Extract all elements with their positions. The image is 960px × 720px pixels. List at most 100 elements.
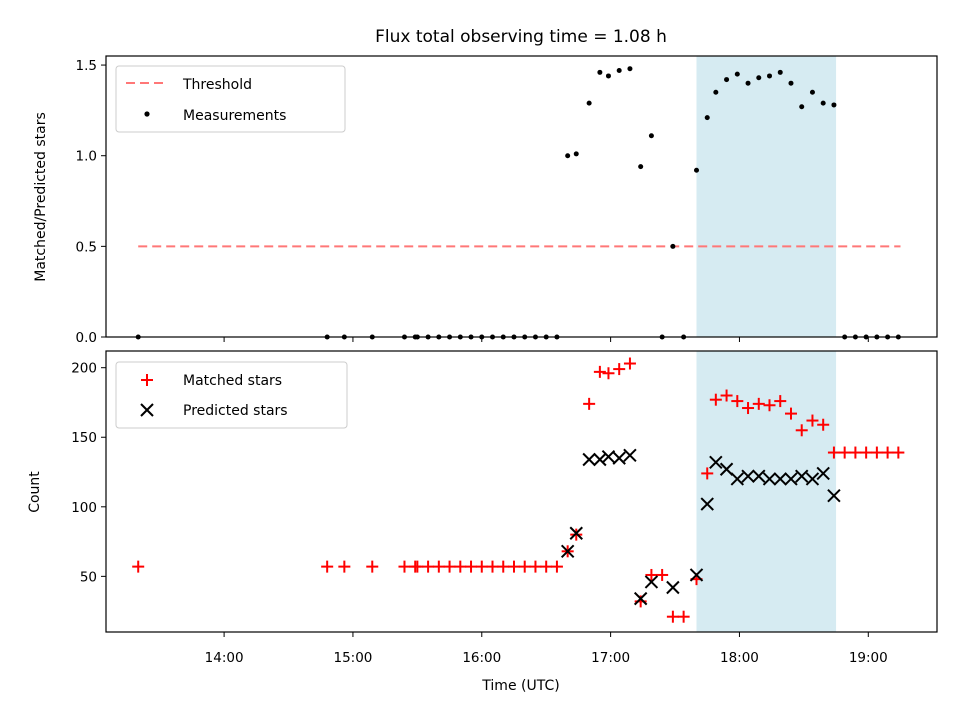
predicted-star-point [623,448,637,463]
matched-star-point [784,407,797,420]
measurement-point [809,89,815,95]
matched-star-point [623,357,636,370]
x-tick-label: 19:00 [849,650,888,666]
matched-star-point [881,446,894,459]
predicted-star-point [633,591,648,606]
top-legend-box [115,65,346,133]
matched-star-point [731,395,744,408]
legend-threshold-label: Threshold [182,77,252,93]
predicted-stars-series [560,448,841,606]
predicted-star-point [773,472,787,486]
highlight-span-bottom [696,351,837,632]
y-tick-label: 0.0 [76,330,97,346]
x-tick-label: 18:00 [720,650,759,666]
predicted-star-point [784,472,798,486]
legend-measurements-label: Measurements [183,108,286,124]
matched-star-point [838,446,851,459]
matched-star-point [486,560,499,573]
measurement-point [670,243,676,249]
matched-stars-series [132,357,905,623]
top-y-axis-label: Matched/Predicted stars [33,112,49,282]
matched-star-point [338,560,351,573]
matched-star-point [806,414,819,427]
bottom-x-ticks: 14:00 15:00 16:00 17:00 18:00 19:00 [205,632,888,666]
matched-star-point [602,367,615,380]
measurement-point [638,164,644,170]
predicted-star-point [816,466,830,481]
matched-star-point [443,560,456,573]
y-tick-label: 150 [71,430,97,446]
legend-matched-swatch [141,374,153,386]
matched-star-point [752,397,765,410]
top-legend: Threshold Measurements [115,65,346,133]
x-tick-label: 17:00 [591,650,630,666]
matched-star-point [666,610,679,623]
measurement-point [648,133,654,139]
y-tick-label: 0.5 [76,239,97,255]
matched-star-point [321,560,334,573]
chart-title: Flux total observing time = 1.08 h [375,27,667,47]
matched-star-point [613,363,626,376]
matched-star-point [763,399,776,412]
matched-star-point [677,610,690,623]
measurement-point [788,80,794,86]
matched-star-point [550,560,563,573]
legend-predicted-label: Predicted stars [183,403,288,419]
matched-star-point [475,560,488,573]
matched-star-point [583,397,596,410]
x-tick-label: 16:00 [462,650,501,666]
matched-star-point [422,560,435,573]
matched-star-point [742,402,755,415]
measurement-point [713,89,719,95]
matched-star-point [398,560,411,573]
y-tick-label: 100 [71,500,97,516]
predicted-star-point [827,488,841,503]
predicted-star-point [560,544,575,559]
measurement-point [573,151,579,157]
matched-star-point [860,446,873,459]
predicted-star-point [644,575,659,589]
matched-star-point [593,365,606,378]
bottom-axes-frame [105,350,938,633]
measurement-point [756,75,762,81]
predicted-star-point [666,580,680,595]
matched-star-point [497,560,510,573]
bottom-panel: 50 100 150 200 14:00 15:00 16:00 17:00 18:00 19:… [27,350,938,694]
predicted-star-point [700,497,714,511]
predicted-star-point [730,472,745,486]
predicted-star-point [741,469,755,483]
matched-star-point [827,446,840,459]
matched-star-point [366,560,379,573]
legend-measurements-swatch [144,111,150,117]
measurement-point [745,80,751,86]
matched-star-point [892,446,905,459]
measurement-point [777,69,783,75]
y-tick-label: 1.0 [76,149,97,165]
predicted-star-point [582,452,596,467]
matched-star-point [870,446,883,459]
measurement-point [616,68,622,74]
top-x-ticks [223,337,869,342]
predicted-star-point [569,526,583,540]
matched-star-point [432,560,445,573]
predicted-star-point [709,455,723,469]
predicted-star-point [762,472,777,486]
predicted-star-point [805,472,820,486]
predicted-star-point [752,469,766,483]
measurement-point [734,71,740,77]
measurement-point [820,100,826,106]
matched-star-point [795,424,808,437]
matched-star-point [817,418,830,431]
x-tick-label: 15:00 [333,650,372,666]
measurement-point [694,167,700,173]
y-tick-label: 1.5 [76,58,97,74]
measurement-point [586,100,592,106]
bottom-legend: Matched stars Predicted stars [115,361,348,429]
predicted-star-point [601,450,616,464]
x-tick-label: 14:00 [205,650,244,666]
matched-star-point [529,560,542,573]
matched-star-point [132,560,145,573]
matched-star-point [709,393,722,406]
predicted-star-point [719,462,734,476]
